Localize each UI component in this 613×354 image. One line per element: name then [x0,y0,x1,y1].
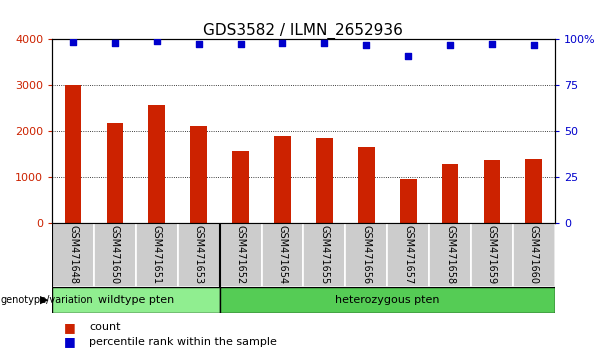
Point [362,42,371,47]
Bar [262,223,303,287]
Text: GSM471656: GSM471656 [361,225,371,284]
Bar [148,105,166,223]
Point [152,39,162,44]
Text: GSM471654: GSM471654 [278,225,287,284]
Bar [107,123,123,223]
Text: GSM471659: GSM471659 [487,225,497,284]
Point [529,42,539,48]
Bar [471,223,513,287]
Bar [316,138,333,223]
Bar [358,147,375,223]
Title: GDS3582 / ILMN_2652936: GDS3582 / ILMN_2652936 [204,23,403,39]
Text: GSM471660: GSM471660 [529,225,539,284]
Text: GSM471653: GSM471653 [194,225,204,284]
Bar [274,136,291,223]
Point [445,42,455,48]
Text: wildtype pten: wildtype pten [97,295,174,305]
Point [194,41,204,46]
Bar [429,223,471,287]
Text: GSM471655: GSM471655 [319,225,329,284]
Text: GSM471657: GSM471657 [403,225,413,284]
Bar [525,159,542,223]
Text: GSM471648: GSM471648 [68,225,78,284]
Point [110,40,120,46]
Bar [178,223,219,287]
Bar [345,223,387,287]
Text: genotype/variation: genotype/variation [1,295,93,305]
Text: GSM471652: GSM471652 [235,225,246,284]
Bar [441,164,459,223]
Text: percentile rank within the sample: percentile rank within the sample [89,337,276,347]
Text: GSM471658: GSM471658 [445,225,455,284]
Bar [219,223,262,287]
Text: GSM471651: GSM471651 [152,225,162,284]
Bar [52,223,94,287]
Bar [400,179,416,223]
Text: count: count [89,322,120,332]
Bar [219,287,555,313]
Bar [190,126,207,223]
Point [68,39,78,45]
Bar [513,223,555,287]
Point [278,40,287,46]
Bar [232,151,249,223]
Point [403,53,413,59]
Point [235,41,245,47]
Bar [94,223,136,287]
Bar [484,160,500,223]
Bar [387,223,429,287]
Text: ■: ■ [64,321,76,334]
Text: ▶: ▶ [40,295,48,305]
Bar [136,223,178,287]
Bar [303,223,345,287]
Bar [65,85,82,223]
Text: GSM471650: GSM471650 [110,225,120,284]
Text: ■: ■ [64,335,76,348]
Text: heterozygous pten: heterozygous pten [335,295,440,305]
Bar [52,287,219,313]
Point [487,41,497,47]
Point [319,40,329,46]
